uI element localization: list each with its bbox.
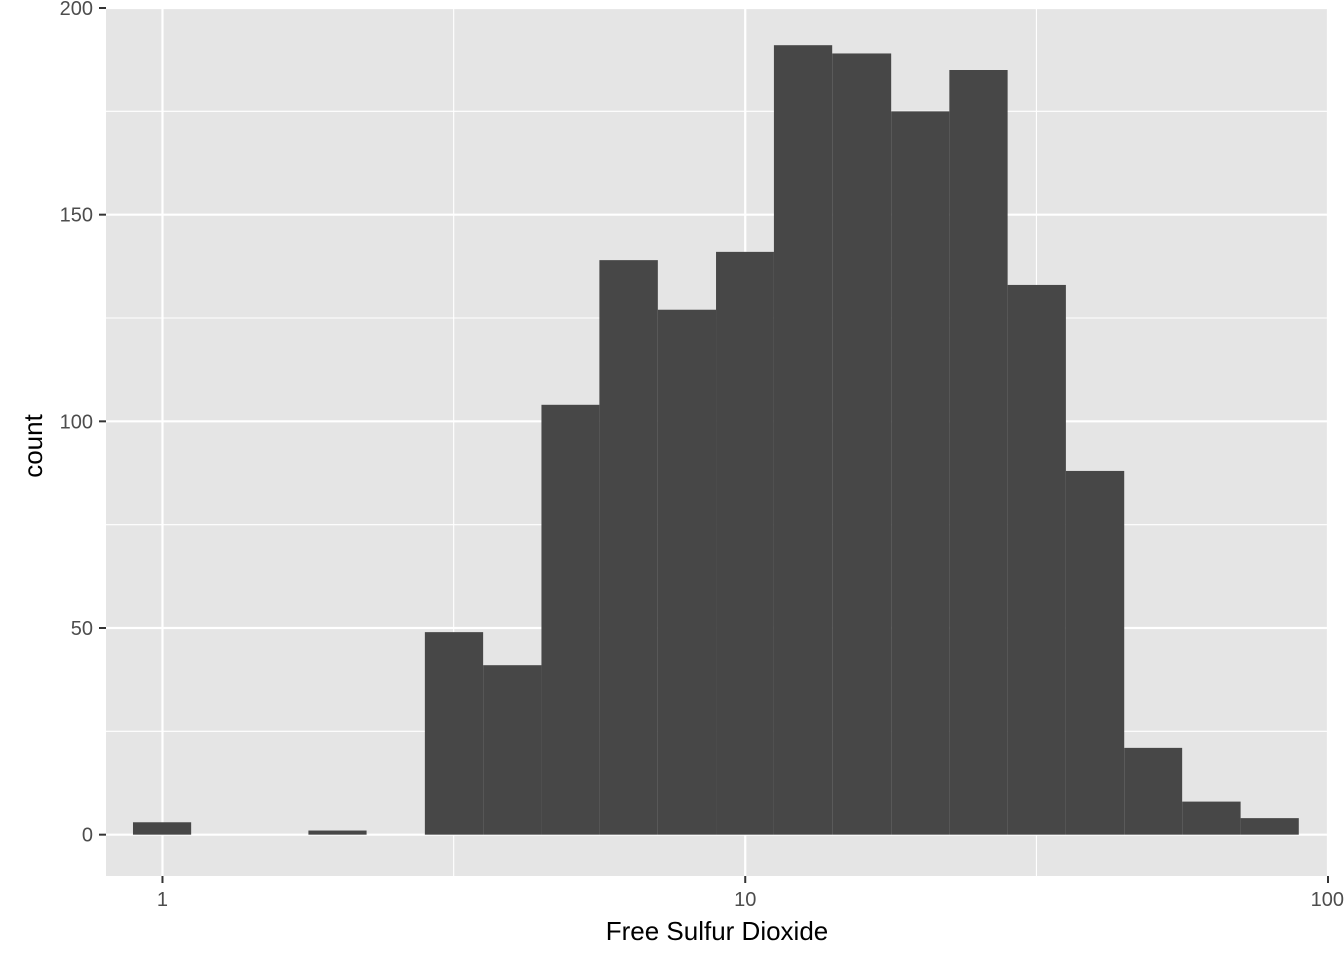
histogram-bar — [949, 70, 1008, 835]
histogram-bar — [132, 822, 192, 835]
x-axis: 1 10 100 — [157, 876, 1344, 911]
x-tick-label: 10 — [734, 889, 756, 911]
y-axis: 0 50 100 150 200 — [60, 0, 106, 847]
histogram-bar — [599, 260, 658, 835]
y-tick-label: 0 — [82, 825, 93, 847]
histogram-bar — [657, 309, 717, 835]
major-gridlines — [106, 6, 1330, 876]
histogram-bar — [1065, 470, 1125, 835]
histogram-bar — [483, 665, 542, 835]
histogram-bar — [1007, 284, 1066, 835]
histogram-bar — [541, 404, 600, 835]
histogram-bar — [1124, 747, 1183, 835]
x-tick-label: 100 — [1311, 889, 1344, 911]
histogram-bar — [773, 45, 833, 835]
histogram-bar — [832, 53, 892, 835]
histogram-bar — [424, 632, 484, 835]
histogram-bar — [1240, 818, 1299, 835]
y-tick-label: 200 — [60, 0, 93, 20]
histogram-bar — [716, 251, 774, 835]
y-tick-label: 100 — [60, 411, 93, 433]
y-tick-label: 150 — [60, 205, 93, 227]
histogram-bar — [891, 111, 950, 835]
histogram-bars — [132, 45, 1299, 835]
histogram-bar — [308, 830, 367, 835]
y-tick-label: 50 — [71, 618, 93, 640]
x-tick-label: 1 — [157, 889, 168, 911]
x-axis-title: Free Sulfur Dioxide — [606, 916, 829, 946]
histogram-bar — [1182, 801, 1241, 835]
y-axis-title: count — [18, 413, 48, 477]
